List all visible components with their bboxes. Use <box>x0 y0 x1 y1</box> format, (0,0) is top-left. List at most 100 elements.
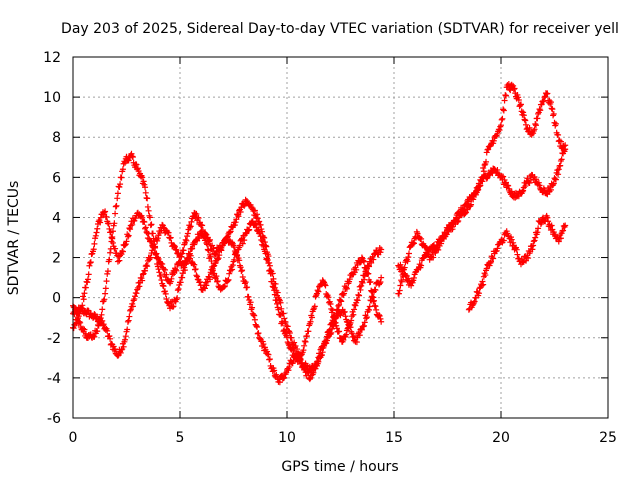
data-point-fill <box>142 225 149 232</box>
data-point-fill <box>173 247 180 254</box>
data-point-fill <box>172 243 179 250</box>
data-point-fill <box>534 229 541 236</box>
data-point-fill <box>530 238 537 245</box>
data-point-fill <box>246 226 253 233</box>
data-point-fill <box>357 286 364 293</box>
data-point-fill <box>120 343 127 350</box>
data-point-fill <box>471 298 478 305</box>
data-point-fill <box>158 277 165 284</box>
data-point-fill <box>321 281 328 288</box>
data-point-fill <box>142 224 149 231</box>
data-point <box>491 166 498 173</box>
data-point-fill <box>303 333 310 340</box>
data-point-fill <box>226 270 233 277</box>
data-point-fill <box>400 266 407 273</box>
data-point-fill <box>300 347 307 354</box>
data-point-fill <box>160 283 167 290</box>
data-point-fill <box>141 218 148 225</box>
data-point-fill <box>106 333 113 340</box>
data-point-fill <box>334 313 341 320</box>
data-point-fill <box>515 96 522 103</box>
data-point-fill <box>522 117 529 124</box>
data-point-fill <box>555 131 562 138</box>
data-point-fill <box>147 222 154 229</box>
data-point-fill <box>175 286 182 293</box>
data-point-fill <box>276 379 283 386</box>
data-point-fill <box>376 312 383 319</box>
data-point-fill <box>97 219 104 226</box>
data-point-fill <box>282 319 289 326</box>
data-point-fill <box>335 302 342 309</box>
data-point <box>114 190 121 197</box>
data-point-fill <box>368 297 375 304</box>
data-point-fill <box>79 293 86 300</box>
data-point-fill <box>550 112 557 119</box>
data-point <box>536 182 543 189</box>
data-point-fill <box>231 256 238 263</box>
data-point-fill <box>510 239 517 246</box>
data-point-fill <box>81 326 88 333</box>
data-point-fill <box>336 301 343 308</box>
data-point-fill <box>239 273 246 280</box>
data-point-fill <box>73 309 80 316</box>
data-point-fill <box>142 189 149 196</box>
data-point-fill <box>157 273 164 280</box>
data-point-fill <box>177 279 184 286</box>
data-point-fill <box>338 298 345 305</box>
data-point-fill <box>499 115 506 122</box>
data-point-fill <box>176 259 183 266</box>
data-point-fill <box>261 239 268 246</box>
data-point-fill <box>122 241 129 248</box>
data-point-fill <box>126 313 133 320</box>
data-point-fill <box>312 362 319 369</box>
data-point-fill <box>348 330 355 337</box>
data-point-fill <box>534 115 541 122</box>
data-point-fill <box>226 229 233 236</box>
data-point-fill <box>224 277 231 284</box>
data-point-fill <box>278 305 285 312</box>
data-point-fill <box>313 361 320 368</box>
data-point-fill <box>179 270 186 277</box>
data-point-fill <box>214 256 221 263</box>
data-point-fill <box>350 311 357 318</box>
data-point-fill <box>119 248 126 255</box>
data-point-fill <box>481 162 488 169</box>
data-point-fill <box>376 312 383 319</box>
data-point-fill <box>192 266 199 273</box>
data-point-fill <box>163 271 170 278</box>
data-point-fill <box>293 346 300 353</box>
data-point-fill <box>443 230 450 237</box>
data-point-fill <box>341 308 348 315</box>
data-point-fill <box>353 266 360 273</box>
y-tick-label: -2 <box>47 331 61 347</box>
data-point-fill <box>254 323 261 330</box>
data-point-fill <box>410 274 417 281</box>
data-point-fill <box>129 153 136 160</box>
data-point-fill <box>480 281 487 288</box>
data-point-fill <box>80 296 87 303</box>
data-point-fill <box>479 178 486 185</box>
data-point-fill <box>490 137 497 144</box>
data-point-fill <box>520 109 527 116</box>
data-point-fill <box>91 333 98 340</box>
data-point <box>517 102 524 109</box>
data-point-fill <box>550 110 557 117</box>
data-point-fill <box>505 182 512 189</box>
data-point-fill <box>348 313 355 320</box>
data-point-fill <box>183 237 190 244</box>
data-point <box>365 262 372 269</box>
y-tick-label: 10 <box>43 90 61 106</box>
data-point-fill <box>90 246 97 253</box>
data-point-fill <box>150 235 157 242</box>
data-point-fill <box>316 350 323 357</box>
data-point <box>358 254 365 261</box>
data-point-fill <box>253 322 260 329</box>
data-point-fill <box>86 262 93 269</box>
data-point-fill <box>494 245 501 252</box>
data-point-fill <box>341 290 348 297</box>
data-point-fill <box>266 356 273 363</box>
data-point <box>114 258 121 265</box>
data-point-fill <box>535 225 542 232</box>
plot-frame <box>72 56 609 419</box>
